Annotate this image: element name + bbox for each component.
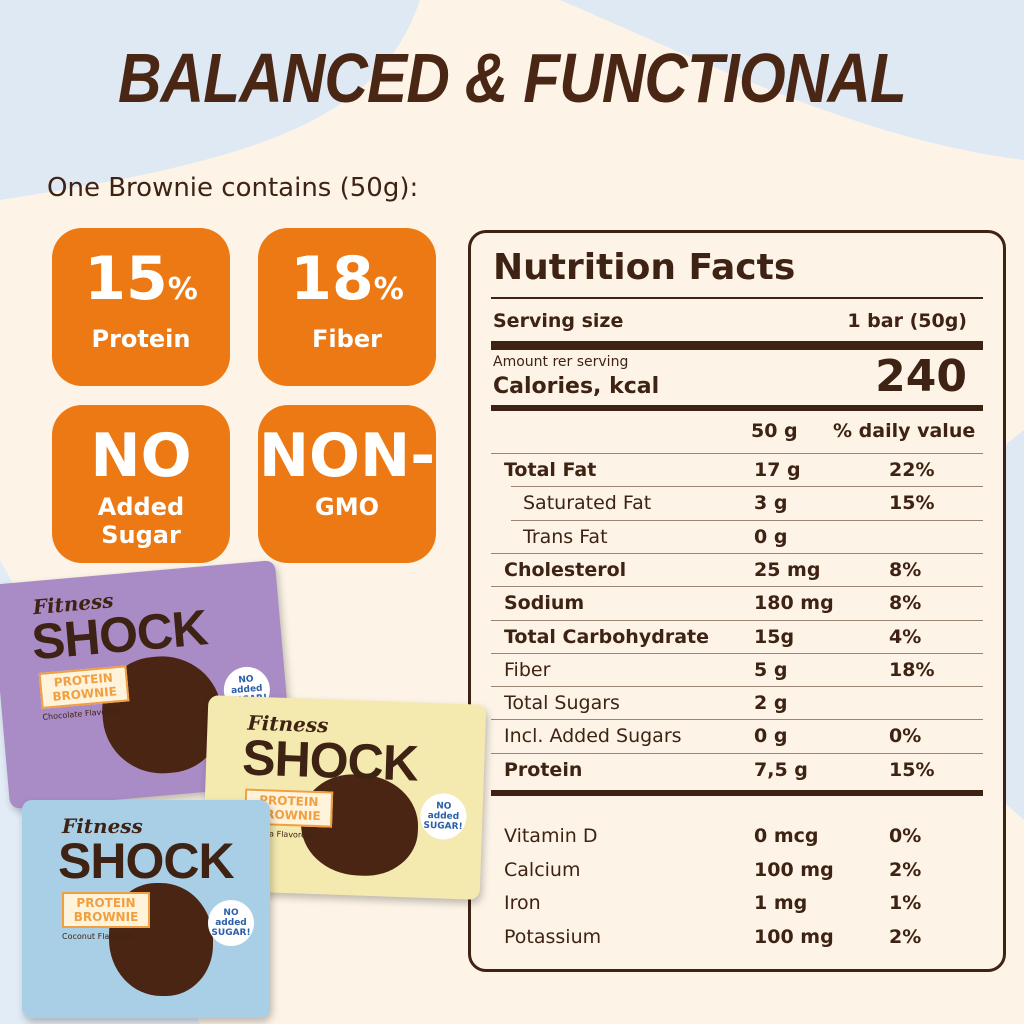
row-label: Calcium [504,858,581,881]
title: BALANCED & FUNCTIONAL [118,39,907,117]
package-flavor: Coconut Flavored [62,932,133,941]
row-rule [491,552,983,554]
badge: 15% Protein [52,228,230,386]
row-value: 4% [889,625,922,648]
row-rule [491,586,983,588]
row-value: 0 g [754,525,788,548]
row-label: Cholesterol [504,558,627,581]
row-value: 100 mg [754,925,834,948]
badge: 18% Fiber [258,228,436,386]
serving-value: 1 bar (50g) [847,310,967,332]
row-value: 25 mg [754,558,821,581]
badge-value: 15% [52,246,230,323]
row-rule [511,486,983,488]
row-value: 100 mg [754,858,834,881]
row-label: Protein [504,758,583,781]
package-name: SHOCK [58,833,235,889]
package-claim: NO added SUGAR! [419,792,468,840]
row-value: 8% [889,558,922,581]
row-value: 3 g [754,492,788,515]
row-label: Vitamin D [504,825,598,847]
row-value: 0% [889,725,922,748]
row-value: 17 g [754,459,801,481]
package-product: PROTEIN BROWNIE [38,665,130,709]
badge-unit: % [167,272,198,307]
row-label: Sodium [504,592,585,615]
package-claim: NO added SUGAR! [208,900,254,947]
badge-value: NO [52,423,230,489]
row-value: 0% [889,825,922,847]
amount-label: Amount rer serving [493,354,629,370]
badge-label: GMO [315,493,379,521]
badge-number: 15 [84,244,168,314]
package: Fitness SHOCK PROTEIN BROWNIE Coconut Flavo… [22,800,270,1018]
row-value: 5 g [754,658,788,681]
package-product: PROTEIN BROWNIE [62,892,150,928]
column-head: % daily value [833,420,976,442]
serving-label: Serving size [493,310,624,332]
row-value: 15% [889,758,935,781]
nutrition-facts: Nutrition Facts Serving size 1 bar (50g)… [468,230,1006,972]
row-value: 2 g [754,692,788,715]
package-name: SHOCK [241,729,419,792]
badge-number: 18 [290,244,374,314]
badge-value: NON- [258,423,436,489]
row-rule [491,686,983,688]
row-rule [491,453,983,454]
row-rule [491,619,983,621]
row-value: 0 mcg [754,825,819,847]
row-label: Potassium [504,925,602,948]
row-value: 15% [889,492,935,515]
row-value: 1 mg [754,892,808,915]
row-rule [491,752,983,754]
nf-title: Nutrition Facts [493,247,796,288]
calories-label: Calories, kcal [493,374,660,399]
badge-label: Fiber [312,325,382,353]
row-label: Total Sugars [504,692,620,715]
row-value: 1% [889,892,922,915]
row-value: 2% [889,858,922,881]
package-brand: Fitness [62,814,143,838]
row-rule [491,719,983,721]
row-value: 2% [889,925,922,948]
badge-number: NO [90,421,192,491]
calories-value: 240 [875,351,967,402]
row-value: 7,5 g [754,758,808,781]
row-label: Incl. Added Sugars [504,725,682,748]
row-value: 8% [889,592,922,615]
badge-number: NON- [258,421,436,491]
badge-label: Added Sugar [97,493,185,549]
row-label: Fiber [504,658,551,681]
row-rule [491,652,983,654]
row-value: 15g [754,625,795,648]
subtitle: One Brownie contains (50g): [47,173,419,203]
row-value: 0 g [754,725,788,748]
row-rule [511,519,983,521]
row-label: Total Carbohydrate [504,625,709,648]
row-label: Total Fat [504,459,597,481]
row-value: 22% [889,459,935,481]
badge-value: 18% [258,246,436,323]
row-label: Trans Fat [523,525,608,548]
row-label: Saturated Fat [523,492,652,515]
badge-unit: % [373,272,404,307]
row-value: 18% [889,658,935,681]
badge: NO Added Sugar [52,405,230,563]
badge: NON- GMO [258,405,436,563]
badge-label: Protein [91,325,191,353]
row-value: 180 mg [754,592,834,615]
row-label: Iron [504,892,541,915]
column-head: 50 g [751,420,798,442]
